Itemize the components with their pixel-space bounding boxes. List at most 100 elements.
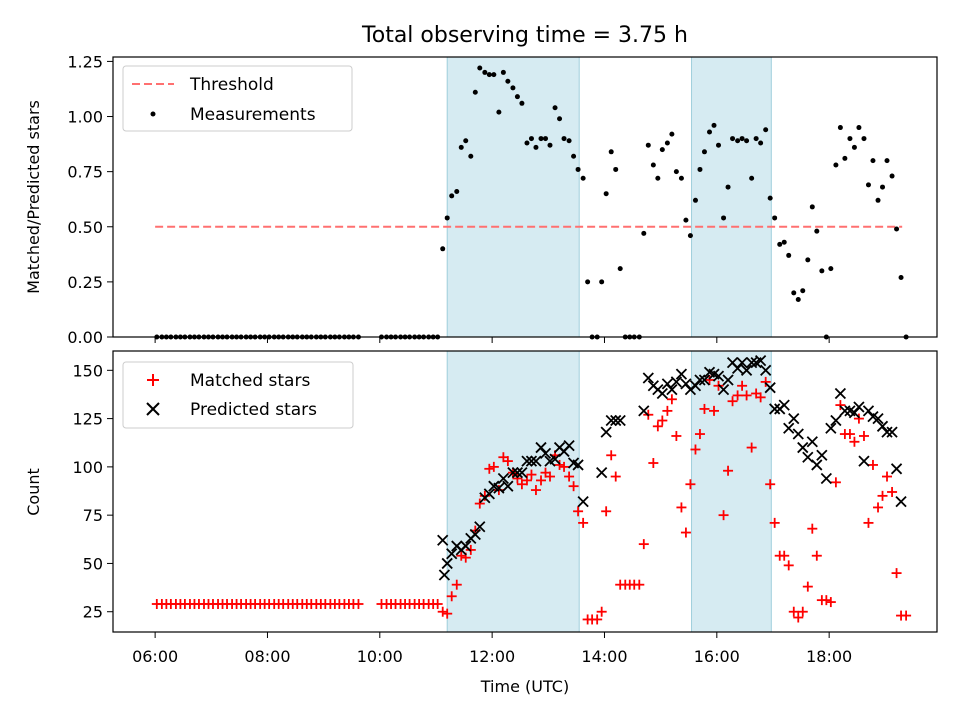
measurement-point xyxy=(519,100,525,106)
measurement-point xyxy=(837,125,843,131)
top-y-axis-label: Matched/Predicted stars xyxy=(24,100,43,294)
predicted-star-point-b xyxy=(614,414,626,427)
predicted-star-point-b xyxy=(792,428,804,440)
matched-star-point xyxy=(516,479,527,490)
matched-star-point xyxy=(442,608,453,619)
measurement-point xyxy=(763,127,769,133)
predicted-star-point-b xyxy=(438,569,451,581)
matched-star-point xyxy=(568,481,579,492)
predicted-star-point-b xyxy=(844,405,856,417)
bottom-legend-frame xyxy=(122,361,354,429)
predicted-star-point-b xyxy=(895,496,907,508)
matched-star-point xyxy=(901,610,912,621)
chart-title: Total observing time = 3.75 h xyxy=(361,23,688,48)
predicted-star-point-b xyxy=(788,412,800,425)
predicted-star-point-b xyxy=(783,422,795,434)
predicted-star-point xyxy=(549,453,561,465)
predicted-star-point xyxy=(502,480,514,492)
predicted-star-point xyxy=(680,378,692,390)
top-y-axis-ticks: 0.00 0.25 0.50 0.75 1.00 1.25 xyxy=(67,52,113,347)
predicted-star-point-b xyxy=(605,414,617,427)
predicted-star-point xyxy=(638,405,650,417)
predicted-star-point xyxy=(830,414,842,427)
bottom-x-tick-label: 16:00 xyxy=(694,647,740,666)
predicted-star-point xyxy=(437,534,449,546)
matched-star-point xyxy=(769,517,780,528)
predicted-star-point-b xyxy=(675,368,688,380)
predicted-star-point xyxy=(525,455,538,467)
predicted-star-point-b xyxy=(839,405,851,417)
predicted-star-point-b xyxy=(708,368,720,380)
predicted-star-point xyxy=(820,472,832,485)
predicted-star-point xyxy=(754,355,767,367)
matched-star-point xyxy=(488,461,499,472)
matched-star-point xyxy=(737,380,748,391)
measurement-point xyxy=(491,72,497,78)
predicted-star-point-b xyxy=(577,496,589,508)
predicted-star-point xyxy=(895,496,907,508)
measurement-point xyxy=(664,140,670,146)
top-y-tick-label: 1.00 xyxy=(67,108,103,127)
measurement-point xyxy=(898,274,904,280)
predicted-star-point-b xyxy=(638,405,650,417)
measurement-point xyxy=(650,162,656,168)
matched-star-point xyxy=(821,595,832,606)
predicted-star-point-b xyxy=(596,467,608,479)
predicted-star-point-b xyxy=(717,383,730,396)
measurement-point xyxy=(617,266,623,272)
predicted-star-point xyxy=(460,540,472,552)
matched-star-point xyxy=(779,550,790,561)
measurement-point xyxy=(861,136,867,142)
predicted-star-point-b xyxy=(830,414,842,427)
predicted-star-point-b xyxy=(698,374,711,386)
matched-star-point xyxy=(676,502,687,513)
top-y-tick-label: 0.25 xyxy=(67,273,103,292)
predicted-star-point xyxy=(539,447,552,459)
observing-window-bottom-0 xyxy=(446,350,580,633)
measurement-point xyxy=(678,175,684,181)
predicted-star-point xyxy=(783,422,795,434)
measurement-point xyxy=(795,297,801,303)
predicted-star-point xyxy=(862,405,875,417)
matched-star-point xyxy=(694,429,705,440)
measurements-legend-swatch xyxy=(150,111,156,117)
predicted-star-point-b xyxy=(740,364,753,376)
matched-star-point xyxy=(502,456,513,467)
predicted-star-point-b xyxy=(754,355,767,367)
matched-star-point xyxy=(858,430,869,441)
measurement-point xyxy=(809,204,815,210)
measurement-point xyxy=(753,136,759,142)
predicted-star-point xyxy=(872,412,884,425)
measurement-point xyxy=(444,215,450,221)
measurement-point xyxy=(613,166,619,172)
measurement-point xyxy=(673,169,679,175)
predicted-star-point xyxy=(769,403,781,415)
predicted-star-point xyxy=(792,428,804,440)
matched-legend-swatch xyxy=(147,374,159,386)
predicted-star-point-b xyxy=(511,467,524,479)
measurement-point xyxy=(833,162,839,168)
predicted-star-point xyxy=(605,414,617,427)
predicted-star-point-b xyxy=(680,378,692,390)
measurement-point xyxy=(875,197,881,203)
counts-panel: 25 50 75 100 125 150 06:00 08:00 10:00 12:00 14:0… xyxy=(24,350,938,696)
bottom-x-tick-label: 06:00 xyxy=(132,647,178,666)
matched-star-point xyxy=(638,539,649,550)
predicted-star-point-b xyxy=(488,480,500,492)
bottom-y-tick-label: 25 xyxy=(83,603,103,622)
matched-star-point xyxy=(873,502,884,513)
matched-star-point xyxy=(863,517,874,528)
matched-star-point xyxy=(727,396,738,407)
predicted-star-point xyxy=(441,557,453,570)
predicted-star-point-b xyxy=(703,366,716,378)
predicted-star-point xyxy=(788,412,800,425)
predicted-star-point-b xyxy=(746,356,758,369)
measurement-point xyxy=(851,144,857,150)
predicted-star-point-b xyxy=(769,403,781,415)
predicted-star-point xyxy=(731,362,744,375)
measurement-point xyxy=(730,136,736,142)
predicted-star-point-b xyxy=(610,414,622,427)
predicted-star-point-b xyxy=(858,455,870,467)
measurement-point xyxy=(477,65,483,71)
predicted-star-point-b xyxy=(722,374,734,386)
